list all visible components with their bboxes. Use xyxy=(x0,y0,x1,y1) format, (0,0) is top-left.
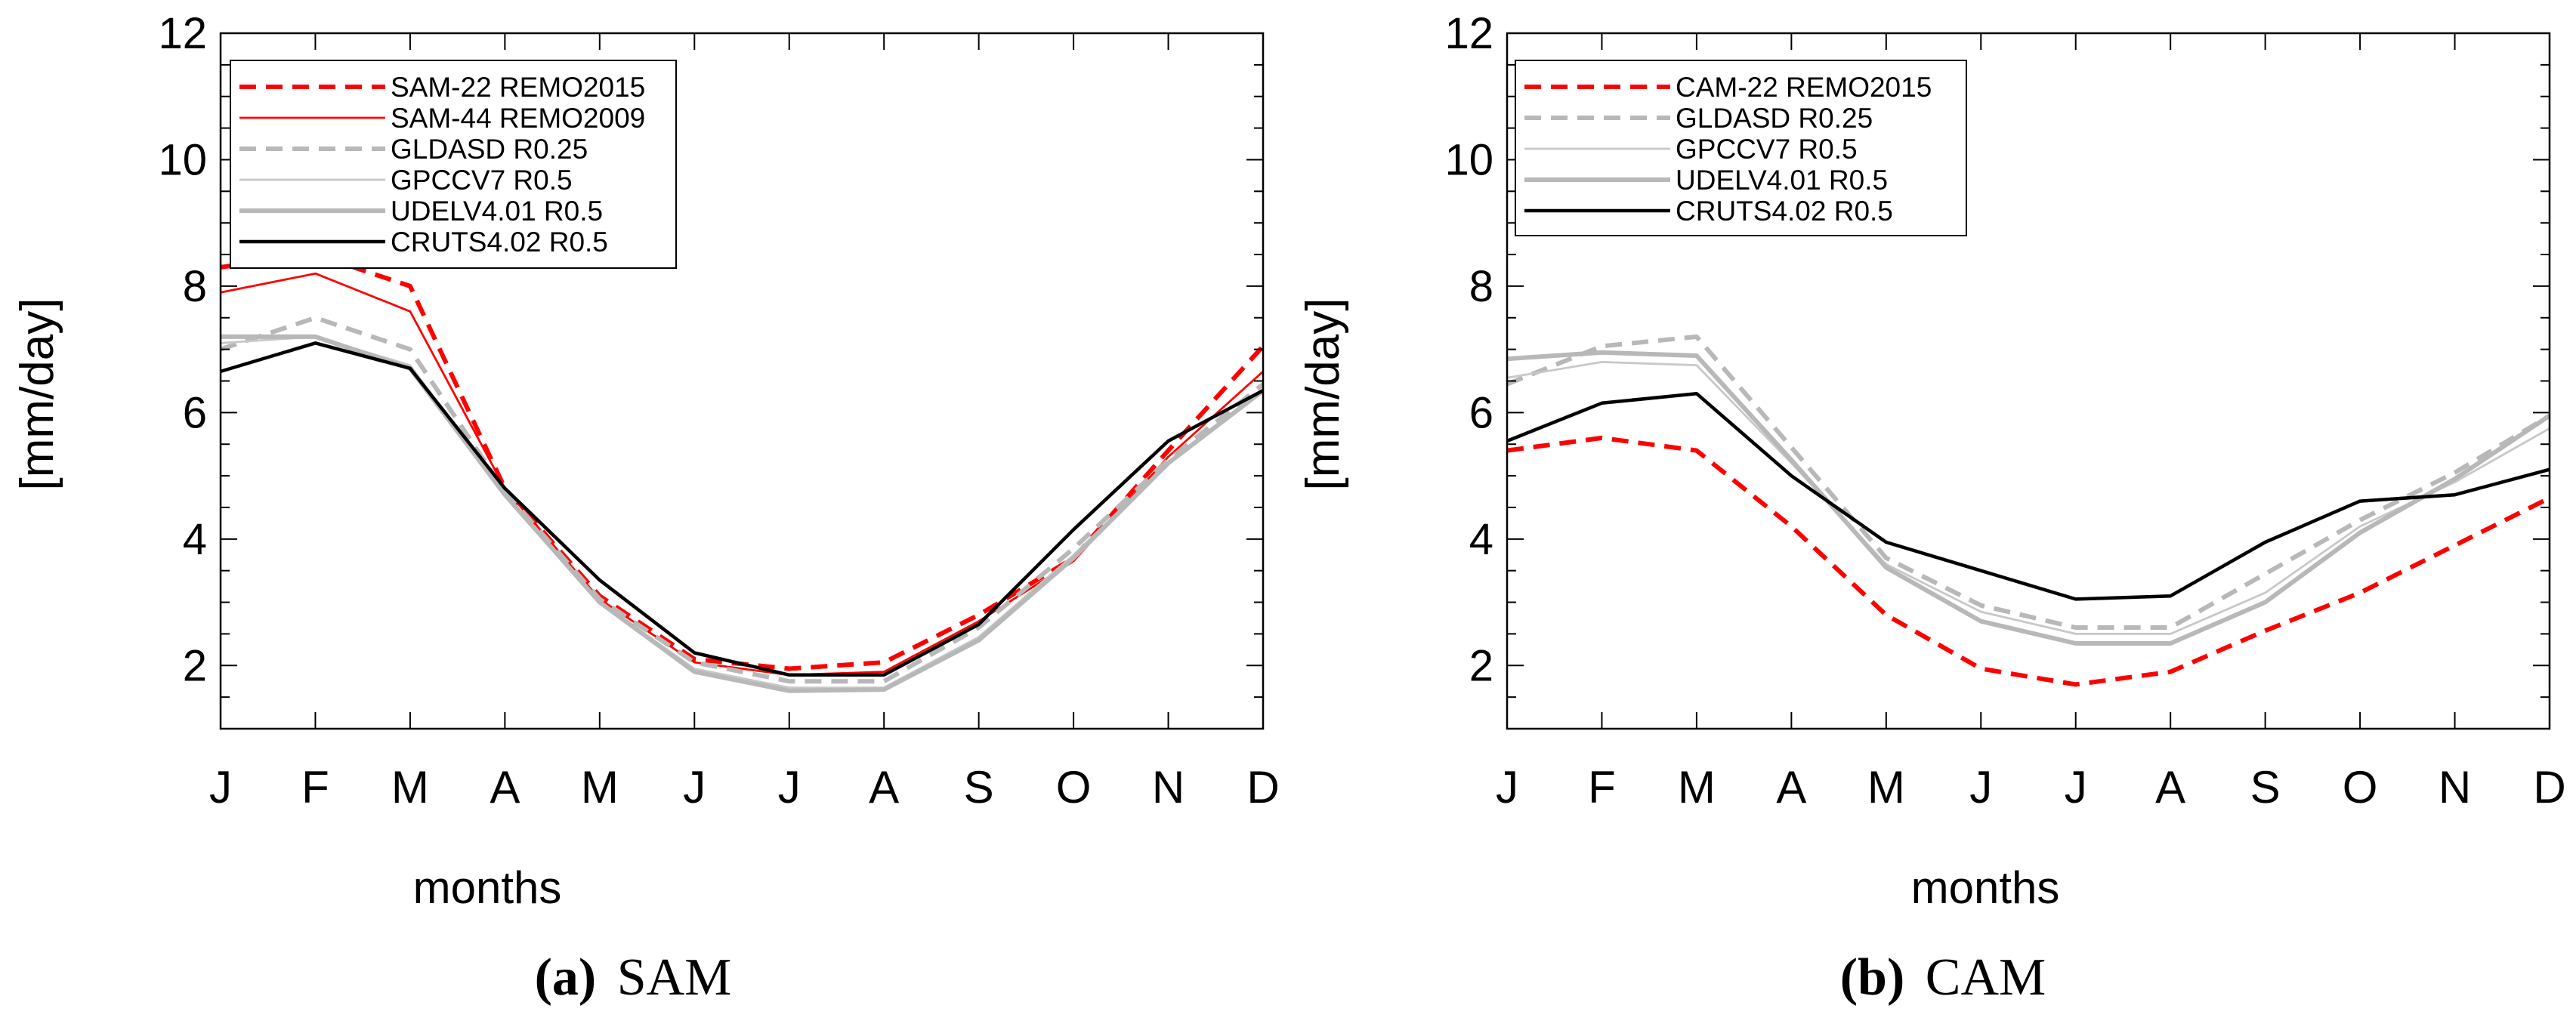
panel-b-series-4-line xyxy=(1506,391,2550,601)
panel-a-xtick-label: M xyxy=(581,762,619,813)
panel-a-caption: (a) SAM xyxy=(535,948,732,1007)
panel-b-legend-label: CRUTS4.02 R0.5 xyxy=(1676,196,1893,227)
panel-b-xtick-label: A xyxy=(1776,762,1806,813)
panel-a-xlabel: months xyxy=(413,862,562,913)
panel-b-legend-label: GLDASD R0.25 xyxy=(1676,103,1873,134)
panel-b-ytick-label: 6 xyxy=(1469,388,1493,437)
panel-a-series-group xyxy=(220,252,1265,693)
panel-b-series-2-line xyxy=(1506,360,2550,635)
panel-b-xtick-label: J xyxy=(1496,762,1518,813)
panel-a-series-5-line xyxy=(220,341,1265,677)
panel-b-ytick-label: 12 xyxy=(1444,9,1493,58)
panel-b-ytick-label: 10 xyxy=(1444,135,1493,184)
panel-a-caption-label: (a) xyxy=(535,948,597,1007)
panel-b-series-group xyxy=(1506,334,2551,687)
panel-b-xtick-label: J xyxy=(1969,762,1992,813)
panel-a-ytick-label: 8 xyxy=(183,262,207,311)
panel-b-xtick-label: N xyxy=(2439,762,2471,813)
panel-b-xtick-label: M xyxy=(1867,762,1905,813)
panel-a-ylabel: [mm/day] xyxy=(11,298,63,491)
panel-a-ytick-label: 6 xyxy=(183,388,207,437)
panel-b-xtick-label: F xyxy=(1588,762,1616,813)
panel-a-legend-label: GLDASD R0.25 xyxy=(391,134,588,165)
panel-a-xtick-label: A xyxy=(490,762,520,813)
panel-a-ytick-label: 4 xyxy=(183,515,207,564)
panel-b-caption-text: CAM xyxy=(1926,948,2046,1007)
panel-b-ytick-label: 4 xyxy=(1469,515,1493,564)
panel-a-series-2-line xyxy=(220,315,1265,684)
panel-b-xtick-label: M xyxy=(1678,762,1716,813)
panel-a-legend-label: UDELV4.01 R0.5 xyxy=(391,196,603,227)
panel-a-xtick-label: J xyxy=(778,762,801,813)
panel-b-caption: (b) CAM xyxy=(1840,948,2046,1007)
panel-a-xtick-label: F xyxy=(301,762,329,813)
panel-b-xtick-label: S xyxy=(2250,762,2281,813)
panel-b-caption-label: (b) xyxy=(1840,948,1905,1007)
panel-a-chart: [mm/day] months 2 4 6 8 10 12 J F M A M J J A S O N D SAM-… xyxy=(11,9,1280,913)
panel-b-ylabel: [mm/day] xyxy=(1297,298,1349,491)
panel-b-series-0-line xyxy=(1506,435,2551,687)
panel-a-xtick-label: N xyxy=(1152,762,1185,813)
panel-a-legend-label: CRUTS4.02 R0.5 xyxy=(391,227,608,258)
panel-a-xtick-label: O xyxy=(1056,762,1092,813)
panel-b-ytick-label: 2 xyxy=(1469,641,1493,690)
panel-a-legend-label: GPCCV7 R0.5 xyxy=(391,165,573,196)
panel-b-legend-label: UDELV4.01 R0.5 xyxy=(1676,165,1888,196)
panel-b-ytick-label: 8 xyxy=(1469,262,1493,311)
panel-b-xlabel: months xyxy=(1911,862,2060,913)
panel-a-ytick-label: 12 xyxy=(158,9,207,58)
panel-a-legend-label: SAM-44 REMO2009 xyxy=(391,103,645,134)
panel-a-ytick-label: 2 xyxy=(183,641,207,690)
panel-b-xtick-label: D xyxy=(2533,762,2565,813)
panel-b-series-1-line xyxy=(1506,334,2551,630)
panel-a-xtick-label: M xyxy=(391,762,429,813)
panel-a-xtick-label: A xyxy=(869,762,899,813)
panel-a-legend-box xyxy=(230,60,677,269)
panel-a-xtick-label: D xyxy=(1246,762,1279,813)
panel-b-legend-label: CAM-22 REMO2015 xyxy=(1676,72,1932,103)
panel-a-caption-text: SAM xyxy=(617,948,732,1007)
panel-b-xtick-label: J xyxy=(2065,762,2087,813)
panel-b-legend-label: GPCCV7 R0.5 xyxy=(1676,134,1858,165)
panel-b-xtick-label: A xyxy=(2155,762,2185,813)
panel-a-xtick-label: S xyxy=(964,762,994,813)
panel-b-xtick-label: O xyxy=(2343,762,2378,813)
panel-b-chart: [mm/day] months 2 4 6 8 10 12 J F M A M J J A S O N D CAM-… xyxy=(1297,9,2566,913)
panel-a-ytick-label: 10 xyxy=(158,135,207,184)
panel-a-xtick-label: J xyxy=(683,762,706,813)
panel-a-legend-label: SAM-22 REMO2015 xyxy=(391,72,645,103)
panel-b-series-3-line xyxy=(1506,350,2551,646)
panel-a-xtick-label: J xyxy=(209,762,232,813)
